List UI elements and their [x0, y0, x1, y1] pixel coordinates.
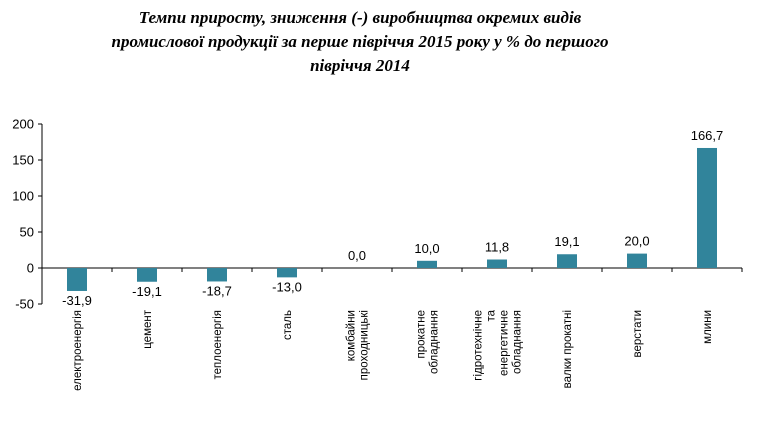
category-label: валки прокатні: [562, 310, 574, 388]
data-label: 0,0: [348, 248, 366, 263]
category-label: обладнання: [429, 310, 441, 374]
bar: [487, 259, 507, 268]
category-label: теплоенергія: [212, 310, 224, 380]
bar: [557, 254, 577, 268]
category-label: верстати: [632, 310, 644, 358]
bar: [697, 147, 717, 268]
y-tick-label: 150: [12, 153, 34, 168]
category-label: електроенергія: [72, 310, 84, 391]
data-label: 10,0: [414, 241, 439, 256]
bar: [417, 260, 437, 268]
data-label: 20,0: [624, 234, 649, 249]
category-label: гідротехнічне: [473, 310, 485, 381]
y-tick-label: 100: [12, 189, 34, 204]
category-label: проходницькі: [359, 310, 371, 380]
bar: [627, 253, 647, 268]
y-tick-label: -50: [15, 297, 34, 312]
data-label: -13,0: [272, 279, 302, 294]
category-label: прокатне: [416, 310, 428, 358]
category-label: цемент: [142, 309, 154, 349]
category-label: та: [486, 309, 498, 321]
data-label: 11,8: [485, 240, 509, 255]
chart-title-line: промислової продукції за перше півріччя …: [111, 32, 609, 51]
chart-title-line: Темпи приросту, зниження (-) виробництва…: [138, 8, 582, 27]
data-label: -31,9: [62, 293, 92, 308]
category-label: млини: [702, 310, 714, 344]
bar: [137, 268, 157, 282]
chart-title-line: півріччя 2014: [310, 56, 410, 75]
bar: [277, 268, 297, 278]
category-label: обладнання: [512, 310, 524, 374]
category-label: енергетичне: [499, 310, 511, 376]
y-tick-label: 0: [27, 261, 34, 276]
chart-title: Темпи приросту, зниження (-) виробництва…: [80, 6, 640, 78]
data-label: 166,7: [691, 128, 724, 143]
y-tick-label: 50: [20, 225, 34, 240]
data-label: 19,1: [554, 234, 579, 249]
data-label: -18,7: [202, 283, 232, 298]
data-label: -19,1: [132, 284, 162, 299]
bar: [67, 268, 87, 291]
category-label: сталь: [282, 310, 294, 340]
category-label: комбайни: [346, 310, 358, 361]
y-tick-label: 200: [12, 117, 34, 132]
bar: [207, 268, 227, 282]
